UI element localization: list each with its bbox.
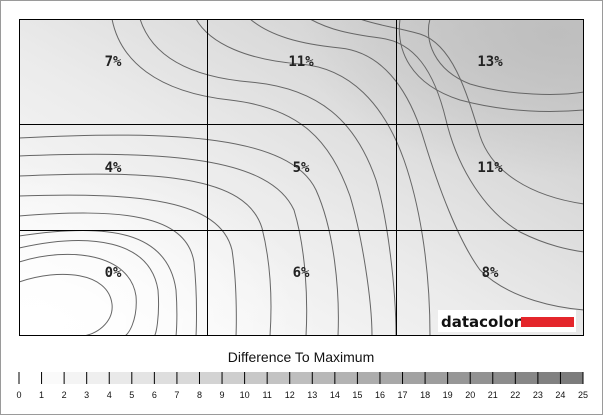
legend-swatch (41, 372, 65, 384)
cell-label-r1-c0: 4% (105, 160, 122, 176)
legend-swatch (334, 372, 358, 384)
legend-title: Difference To Maximum (228, 349, 375, 365)
legend-tick-label: 7 (174, 390, 179, 400)
cell-label-r0-c2: 13% (477, 54, 503, 70)
cell-labels: 7% 11% 13% 4% 5% 11% 0% 6% 8% (105, 54, 504, 281)
legend-swatch (289, 372, 313, 384)
legend-tick-label: 10 (240, 390, 250, 400)
legend-swatch (222, 372, 245, 384)
legend-tick-label: 17 (398, 390, 408, 400)
legend-tick-label: 5 (129, 390, 134, 400)
cell-label-r0-c0: 7% (105, 54, 122, 70)
legend-tick-label: 9 (220, 390, 225, 400)
legend-swatch (19, 372, 42, 384)
legend-swatch (244, 372, 268, 384)
legend-tick-label: 13 (307, 390, 317, 400)
legend-tick-label: 0 (16, 390, 21, 400)
legend-tick-label: 24 (555, 390, 565, 400)
legend-tick-label: 23 (533, 390, 543, 400)
cell-label-r2-c2: 8% (482, 265, 499, 281)
legend-tick-label: 20 (465, 390, 475, 400)
legend-tick-label: 14 (330, 390, 340, 400)
legend-tick-label: 1 (39, 390, 44, 400)
logo-wordmark: datacolor (441, 313, 522, 331)
legend-swatch (379, 372, 403, 384)
legend-tick-label: 18 (420, 390, 430, 400)
legend-swatch (64, 372, 87, 384)
legend-tick-label: 25 (578, 390, 588, 400)
legend-tick-label: 2 (62, 390, 67, 400)
legend-scale (18, 372, 584, 384)
heatmap-dark-region (19, 19, 584, 336)
legend-swatch (402, 372, 426, 384)
legend-swatch (154, 372, 178, 384)
cell-label-r2-c0: 0% (105, 265, 122, 281)
legend-tick-label: 16 (375, 390, 385, 400)
legend-swatch (86, 372, 110, 384)
legend-tick-label: 21 (488, 390, 498, 400)
logo-red-bar (521, 317, 574, 327)
legend-tick-label: 15 (352, 390, 362, 400)
cell-label-r1-c1: 5% (293, 160, 310, 176)
cell-label-r2-c1: 6% (293, 265, 310, 281)
legend-swatch (447, 372, 471, 384)
legend-swatch (537, 372, 561, 384)
grid-lines (19, 19, 584, 336)
legend-swatch (470, 372, 494, 384)
legend-swatch (515, 372, 539, 384)
legend-swatch (425, 372, 448, 384)
legend-swatch (131, 372, 155, 384)
legend-swatch (357, 372, 381, 384)
legend-swatch (312, 372, 336, 384)
legend-tick-label: 22 (510, 390, 520, 400)
legend-swatch (267, 372, 291, 384)
cell-label-r0-c1: 11% (288, 54, 314, 70)
legend-tick-label: 19 (443, 390, 453, 400)
legend-tick-label: 11 (262, 390, 271, 400)
legend-tick-label: 6 (152, 390, 157, 400)
cell-label-r1-c2: 11% (477, 160, 503, 176)
legend-swatch (560, 372, 584, 384)
legend-swatch (176, 372, 200, 384)
datacolor-logo: datacolor (438, 310, 576, 332)
heatmap-plot: 7% 11% 13% 4% 5% 11% 0% 6% 8% datacolor (19, 19, 584, 336)
legend-swatch (199, 372, 223, 384)
legend-tick-label: 8 (197, 390, 202, 400)
legend-tick-labels: 0 1 2 3 4 5 6 7 8 9 10 11 12 13 14 15 16 17 18 19 20 21 22 23 24… (16, 390, 588, 400)
contour-lines (19, 19, 584, 336)
legend-swatch (492, 372, 516, 384)
legend-swatch (109, 372, 133, 384)
legend-tick-label: 12 (285, 390, 295, 400)
legend-tick-label: 4 (107, 390, 112, 400)
legend-tick-label: 3 (84, 390, 89, 400)
